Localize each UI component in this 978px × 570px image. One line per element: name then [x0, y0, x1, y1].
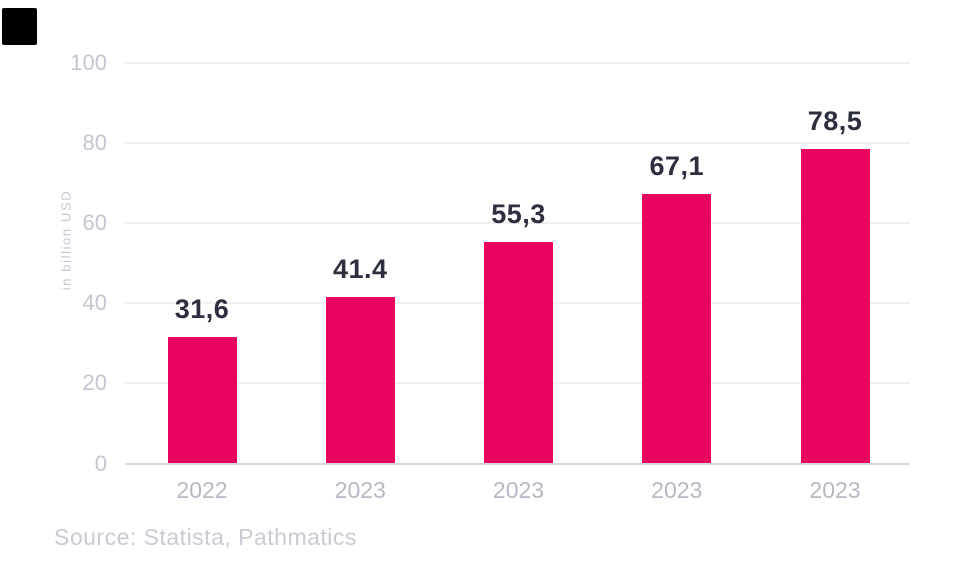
y-tick-label-0: 0	[94, 450, 107, 476]
y-tick-label-80: 80	[82, 129, 107, 155]
bar-value-label: 31,6	[174, 293, 230, 324]
x-axis-label: 2023	[651, 477, 703, 503]
x-axis-label: 2023	[492, 477, 545, 503]
logo-square	[2, 8, 37, 45]
bar-2023-2	[484, 241, 553, 464]
bar-2023-3	[642, 194, 712, 464]
y-axis-title: in billion USD	[58, 189, 74, 291]
bar-2023-1	[325, 297, 395, 464]
bar-value-label: 78,5	[807, 105, 863, 136]
gridline	[125, 221, 910, 224]
source-text: Source: Statista, Pathmatics	[54, 524, 357, 550]
y-tick-label-40: 40	[82, 290, 107, 316]
bar-value-label: 67,1	[649, 151, 705, 182]
bar-value-label: 41.4	[332, 254, 388, 285]
bar-value-label: 55,3	[491, 198, 546, 229]
x-axis-label: 2022	[176, 477, 228, 503]
bar-2022-0	[167, 336, 237, 464]
y-tick-label-100: 100	[70, 49, 107, 75]
gridline	[125, 61, 910, 64]
x-axis-label: 2023	[334, 477, 386, 503]
x-axis-label: 2023	[809, 477, 861, 503]
y-tick-label-60: 60	[82, 209, 107, 235]
y-tick-label-20: 20	[82, 370, 107, 396]
bar-2023-4	[800, 148, 870, 464]
x-axis-baseline	[125, 462, 910, 465]
gridline	[125, 141, 910, 144]
